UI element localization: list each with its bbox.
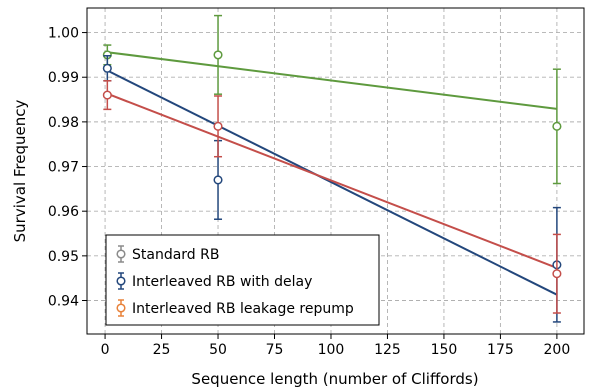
legend-label: Interleaved RB leakage repump [132,301,354,317]
x-tick-label: 0 [101,342,110,358]
legend-entry-series-1: Interleaved RB with delay [116,272,312,290]
legend-box [105,234,380,326]
data-points [102,14,562,323]
x-tick-label: 25 [153,342,171,358]
y-tick-label: 0.99 [48,70,79,86]
marker [102,90,112,100]
y-tick-label: 0.98 [48,115,79,131]
legend-label: Standard RB [132,247,219,263]
legend-entry-series-2: Interleaved RB leakage repump [116,299,354,317]
legend-marker-icon [116,245,126,263]
y-tick-label: 1.00 [48,26,79,42]
x-tick-label: 175 [487,342,514,358]
fit-line-series-2 [106,92,558,269]
y-tick-label: 0.96 [48,204,79,220]
legend-marker-icon [116,299,126,317]
x-tick-label: 100 [318,342,345,358]
marker [552,121,562,131]
data-point-series-0-1 [213,14,223,95]
x-tick-label: 150 [431,342,458,358]
y-axis-label: Survival Frequency [11,100,29,243]
axis-ticks: 0 25 50 75 100 125 150 175 200 0.94 0.95 0.96 0.97 0.… [48,26,570,358]
legend-marker-icon [116,272,126,290]
plot-frame [86,7,585,335]
legend-label: Interleaved RB with delay [132,274,312,290]
x-tick-label: 75 [266,342,284,358]
y-tick-label: 0.95 [48,249,79,265]
data-point-series-1-0 [102,55,112,82]
x-tick-label: 200 [544,342,571,358]
data-point-series-0-2 [552,68,562,185]
x-axis-label: Sequence length (number of Cliffords) [191,370,478,388]
fit-lines [106,51,558,296]
marker [102,63,112,73]
x-tick-label: 50 [209,342,227,358]
data-point-series-2-0 [102,80,112,111]
legend-entry-series-0: Standard RB [116,245,219,263]
fit-line-series-1 [106,69,558,296]
data-point-series-2-2 [552,233,562,314]
x-tick-label: 125 [374,342,401,358]
data-point-series-2-1 [213,95,223,158]
y-tick-label: 0.97 [48,160,79,176]
y-tick-label: 0.94 [48,294,79,310]
marker [213,175,223,185]
fit-line-series-0 [107,51,558,110]
marker [213,121,223,131]
legend: Standard RB Interleaved RB with delay Inte… [105,234,380,326]
marker [552,269,562,279]
marker [213,50,223,60]
